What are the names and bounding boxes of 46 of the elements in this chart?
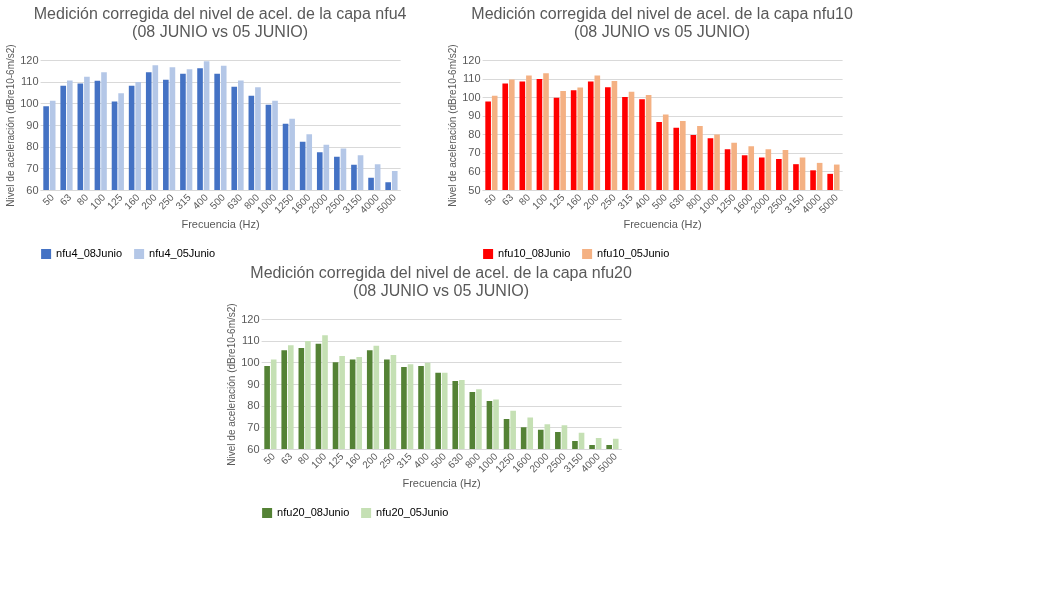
y-tick-label: 110 bbox=[463, 72, 481, 85]
y-axis-title: Nivel de aceleración (dBre10-6m/s2) bbox=[447, 44, 459, 207]
y-tick-label: 120 bbox=[462, 53, 481, 66]
chart-title: Medición corregida del nivel de acel. de la capa nfu4 (08 JUNIO vs 05 JUNIO) bbox=[33, 4, 407, 40]
y-tick-label: 60 bbox=[26, 183, 39, 196]
x-tick-label: 50 bbox=[40, 191, 57, 208]
y-tick-label: 80 bbox=[468, 127, 481, 140]
legend-label: nfu10_08Junio bbox=[498, 247, 571, 259]
y-tick-label: 100 bbox=[462, 90, 481, 103]
legend-label: nfu4_08Junio bbox=[56, 247, 123, 259]
y-axis-title: Nivel de aceleración (dBre10-6m/s2) bbox=[226, 303, 238, 466]
y-tick-label: 50 bbox=[468, 183, 481, 196]
x-tick-label: 160 bbox=[343, 450, 363, 471]
x-axis-title: Frecuencia (Hz) bbox=[181, 218, 260, 231]
y-tick-label: 110 bbox=[242, 334, 260, 347]
y-tick-label: 120 bbox=[20, 53, 39, 66]
x-tick-label: 63 bbox=[57, 191, 74, 208]
y-tick-label: 70 bbox=[26, 161, 39, 174]
legend-label: nfu20_05Junio bbox=[376, 506, 449, 518]
y-tick-label: 120 bbox=[241, 312, 260, 325]
y-tick-label: 90 bbox=[468, 109, 481, 122]
y-tick-label: 60 bbox=[468, 164, 481, 177]
x-tick-label: 160 bbox=[564, 191, 584, 212]
legend-label: nfu20_08Junio bbox=[277, 506, 350, 518]
chart-title: Medición corregida del nivel de acel. de la capa nfu10 (08 JUNIO vs 05 JUNIO) bbox=[471, 4, 853, 40]
y-tick-label: 70 bbox=[468, 146, 481, 159]
legend-label: nfu10_05Junio bbox=[597, 247, 670, 259]
y-tick-label: 80 bbox=[247, 399, 260, 412]
legend-label: nfu4_05Junio bbox=[149, 247, 216, 259]
x-axis-title: Frecuencia (Hz) bbox=[402, 477, 481, 490]
y-tick-label: 70 bbox=[247, 420, 260, 433]
y-axis-title: Nivel de aceleración (dBre10-6m/s2) bbox=[5, 44, 17, 207]
x-tick-label: 63 bbox=[278, 450, 295, 467]
y-tick-label: 90 bbox=[26, 118, 39, 131]
x-tick-label: 63 bbox=[499, 191, 516, 208]
y-tick-label: 80 bbox=[26, 140, 39, 153]
y-tick-label: 60 bbox=[247, 442, 260, 455]
x-tick-label: 160 bbox=[122, 191, 142, 212]
y-tick-label: 90 bbox=[247, 377, 260, 390]
x-tick-label: 50 bbox=[482, 191, 499, 208]
y-tick-label: 110 bbox=[21, 75, 39, 88]
x-tick-label: 50 bbox=[261, 450, 278, 467]
y-tick-label: 100 bbox=[241, 355, 260, 368]
y-tick-label: 100 bbox=[20, 96, 39, 109]
x-axis-title: Frecuencia (Hz) bbox=[623, 218, 702, 231]
chart-title: Medición corregida del nivel de acel. de la capa nfu20 (08 JUNIO vs 05 JUNIO) bbox=[250, 263, 632, 299]
